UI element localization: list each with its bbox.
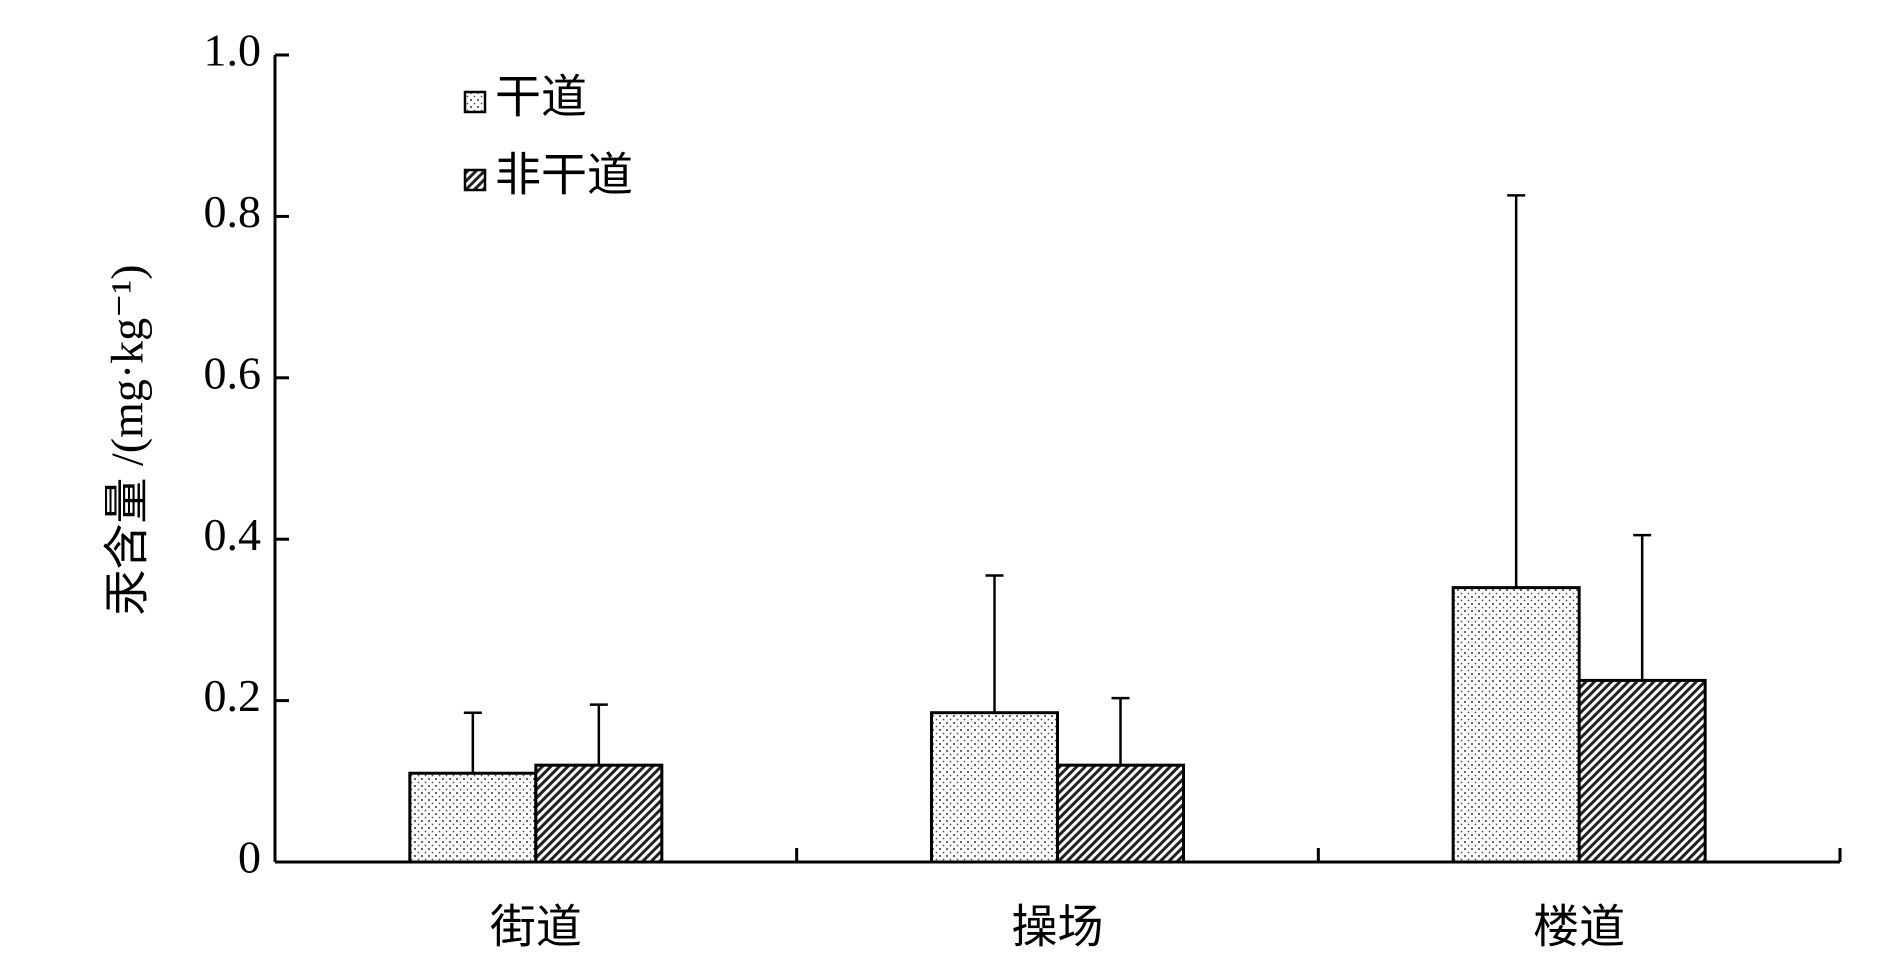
legend-swatch bbox=[463, 168, 487, 192]
bar bbox=[408, 771, 538, 864]
y-axis-label: 汞含量 /(mg·kg⁻¹) bbox=[102, 264, 153, 615]
bar bbox=[1577, 678, 1707, 864]
error-bar bbox=[1507, 194, 1526, 588]
y-tick-label: 0 bbox=[238, 832, 261, 883]
error-bar bbox=[1111, 696, 1130, 766]
x-tick-label: 街道 bbox=[490, 902, 582, 953]
y-tick-label: 0.2 bbox=[204, 670, 262, 721]
x-tick-label: 操场 bbox=[1012, 902, 1104, 953]
error-bar bbox=[1633, 533, 1652, 681]
y-tick-label: 1.0 bbox=[204, 25, 262, 76]
legend-label: 非干道 bbox=[495, 150, 633, 201]
legend-label: 干道 bbox=[495, 72, 587, 123]
y-tick-label: 0.8 bbox=[204, 186, 262, 237]
legend-swatch bbox=[463, 90, 487, 114]
bar bbox=[930, 711, 1059, 864]
error-bar bbox=[463, 711, 482, 774]
y-tick-label: 0.6 bbox=[204, 347, 262, 398]
bar bbox=[534, 763, 664, 864]
error-bar bbox=[589, 703, 608, 766]
y-tick-label: 0.4 bbox=[204, 509, 262, 560]
bar bbox=[1056, 763, 1185, 864]
bar bbox=[1451, 586, 1581, 864]
x-tick-label: 楼道 bbox=[1533, 902, 1625, 953]
error-bar bbox=[985, 574, 1004, 713]
